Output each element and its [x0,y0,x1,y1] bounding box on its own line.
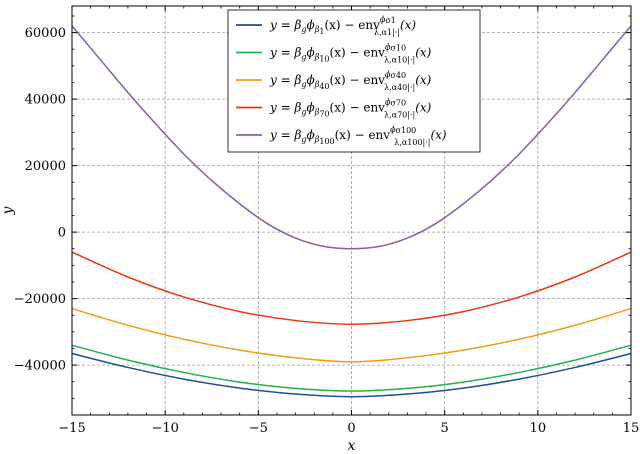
y-tick-label: −20000 [14,292,66,307]
series-layer [71,25,632,398]
x-tick-label: −5 [249,421,268,436]
x-tick-label: 5 [441,421,449,436]
series-line-4 [71,251,632,325]
legend-label-1: y = βgϕβ1(x) − envϕσ1 λ,α1|·|(x) [269,15,416,37]
y-tick-label: 20000 [25,159,66,174]
legend: y = βgϕβ1(x) − envϕσ1 λ,α1|·|(x) y = βgϕβ1… [227,9,481,153]
axis-ticks [71,6,632,415]
legend-label-5: y = βgϕβ100(x) − envϕσ100 λ,α100|·|(x) [269,125,447,147]
x-tick-label: 0 [347,421,355,436]
y-tick-label: −40000 [14,359,66,374]
x-tick-label: −10 [151,421,178,436]
y-axis-label: y [0,205,16,215]
series-line-5 [71,25,632,250]
legend-label-3: y = βgϕβ40(x) − envϕσ40 λ,α40|·|(x) [269,70,432,92]
series-line-3 [71,307,632,363]
x-tick-label: −15 [58,421,85,436]
legend-label-4: y = βgϕβ70(x) − envϕσ70 λ,α70|·|(x) [269,98,432,120]
tick-labels: −15 −10 −5 0 5 10 15 −40000 −20000 0 20000 40000 600… [14,26,640,436]
series-line-1 [71,352,632,398]
legend-label-2: y = βgϕβ10(x) − envϕσ10 λ,α10|·|(x) [269,43,432,65]
y-tick-label: 40000 [25,93,66,108]
series-line-2 [71,344,632,392]
x-tick-label: 10 [530,421,547,436]
x-tick-label: 15 [623,421,640,436]
x-axis-label: x [348,438,356,454]
legend-box [227,9,481,153]
y-tick-label: 60000 [25,26,66,41]
y-tick-label: 0 [58,226,66,241]
